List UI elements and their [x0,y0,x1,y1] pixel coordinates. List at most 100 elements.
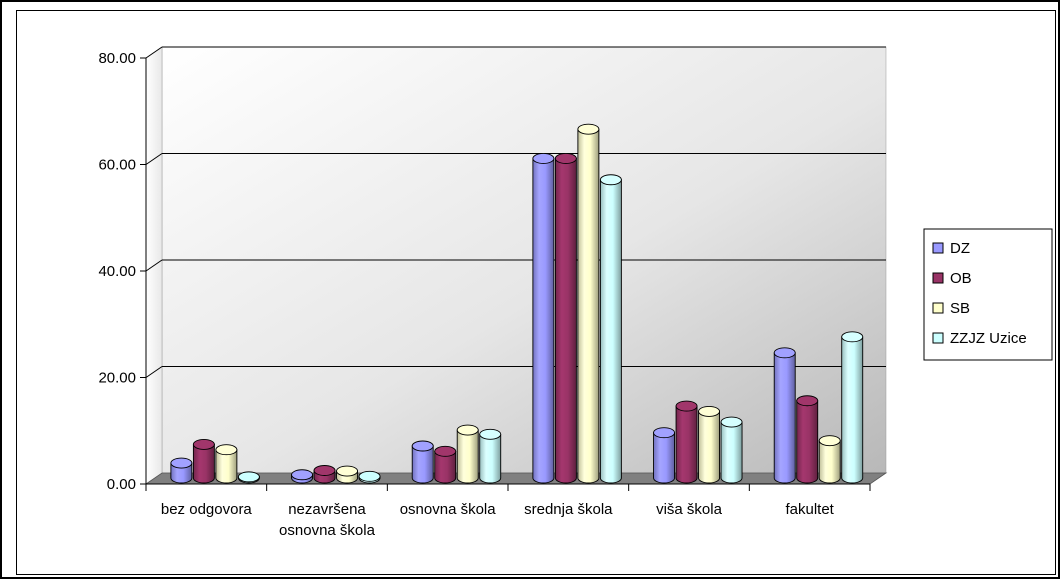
bar-top [313,465,336,476]
bar-top [818,435,841,447]
bar-dz [291,469,313,484]
bar-dz [411,440,434,484]
legend: DZ OB SB ZZJZ Uzice [923,228,1053,361]
bars [170,123,864,484]
bar-ob [434,445,457,484]
y-axis-ticks: 0.00 20.00 40.00 60.00 80.00 [98,50,136,493]
bar-ob [313,465,336,484]
bar-body [818,440,841,484]
chart-area-border [16,10,1056,575]
bar-sb [456,424,479,484]
bar-top [653,427,675,439]
x-tick-label: bez odgovora [161,501,253,518]
bar-top [479,428,502,440]
axes [140,57,871,491]
bar-body [653,432,675,484]
bar-body [479,433,502,484]
gridline-side [145,153,163,165]
bar-body [411,445,434,484]
bar-body [215,449,238,484]
bar-body [773,352,796,484]
bar-sb [215,444,238,484]
bar-body [456,429,479,484]
bar-zzjz-uzice [237,471,260,484]
bar-top [675,400,698,412]
bar-top [237,471,260,483]
legend-label: DZ [950,240,970,257]
bar-dz [532,152,555,484]
bar-body [675,405,698,484]
legend-label: ZZJZ Uzice [950,330,1027,347]
bar-sb [698,405,720,484]
bar-ob [554,152,577,484]
x-tick-label: osnovna škola [400,501,497,518]
bar-dz [773,347,796,484]
bar-zzjz-uzice [720,416,743,484]
bar-top [336,465,358,477]
bar-top [773,347,796,359]
bar-body [841,336,864,484]
bar-top [720,416,743,428]
y-tick-label: 0.00 [107,476,136,493]
legend-swatch [932,242,944,254]
bar-body [192,443,215,484]
bar-dz [653,427,675,484]
bar-zzjz-uzice [599,174,622,484]
gridline-side [145,366,163,378]
bar-dz [170,457,193,484]
bar-body [720,421,743,484]
bar-top [554,152,577,164]
bar-top [577,123,600,135]
bar-body [170,462,193,484]
legend-swatch [932,302,944,314]
bar-ob [192,438,215,484]
bar-body [796,400,819,484]
bar-top [841,331,864,343]
bar-zzjz-uzice [479,428,502,484]
x-axis-ticks: bez odgovora nezavršena osnovna škola osnov… [161,501,835,539]
legend-label: SB [950,300,970,317]
x-tick-label: viša škola [656,501,723,518]
bar-ob [675,400,698,484]
bar-top [796,395,819,407]
legend-swatch [932,272,944,284]
bar-sb [577,123,600,484]
bar-top [698,405,720,417]
bar-zzjz-uzice [358,470,381,484]
bar-top [411,440,434,452]
legend-box [923,228,1053,361]
bar-top [532,152,555,164]
bar-top [434,445,457,457]
bar-body [577,128,600,484]
bar-sb [818,435,841,484]
y-tick-label: 40.00 [98,263,136,280]
bar-ob [796,395,819,484]
y-tick-label: 60.00 [98,157,136,174]
bar-sb [336,465,358,484]
bar-top [291,469,313,481]
bar-body [599,179,622,484]
y-tick-label: 80.00 [98,50,136,67]
bar-top [358,470,381,482]
x-tick-label: nezavršena osnovna škola [279,501,376,539]
y-tick-label: 20.00 [98,370,136,387]
bar-body [532,158,555,484]
bar-top [170,457,193,469]
bar-body [554,158,577,484]
bar-body [698,410,720,484]
legend-swatch [932,332,944,344]
gridline-side [145,259,163,272]
x-tick-label: fakultet [785,501,834,518]
bar-body [434,450,457,484]
gridlines [145,46,886,378]
legend-label: OB [950,270,972,287]
bar-top [215,444,238,456]
bar-top [599,174,622,186]
bar-top [192,438,215,450]
x-tick-label: srednja škola [524,501,613,518]
bar-zzjz-uzice [841,331,864,484]
bar-top [456,424,479,436]
gridline-side [145,46,163,59]
